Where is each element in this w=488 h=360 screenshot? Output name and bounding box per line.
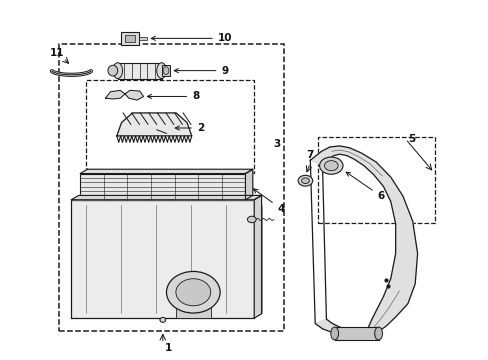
- Text: 9: 9: [174, 66, 228, 76]
- Text: 6: 6: [346, 172, 384, 201]
- Ellipse shape: [108, 65, 118, 76]
- Bar: [118, 63, 161, 78]
- Text: 11: 11: [49, 48, 64, 58]
- Polygon shape: [310, 146, 417, 338]
- Text: 5: 5: [407, 134, 414, 144]
- Text: 10: 10: [151, 33, 232, 43]
- Ellipse shape: [113, 63, 122, 78]
- Bar: [86, 80, 254, 173]
- Ellipse shape: [160, 318, 165, 322]
- Ellipse shape: [301, 178, 309, 184]
- Polygon shape: [125, 90, 143, 100]
- Ellipse shape: [374, 327, 382, 340]
- Bar: [121, 32, 139, 45]
- Bar: [317, 137, 434, 223]
- Bar: [139, 37, 147, 40]
- Ellipse shape: [298, 175, 312, 186]
- Ellipse shape: [166, 271, 220, 313]
- Polygon shape: [245, 169, 252, 200]
- Ellipse shape: [319, 157, 342, 174]
- Polygon shape: [254, 195, 261, 318]
- Text: 3: 3: [273, 139, 281, 149]
- Bar: [59, 44, 283, 330]
- Bar: [176, 289, 210, 318]
- Bar: [125, 35, 135, 42]
- Bar: [334, 327, 378, 340]
- Polygon shape: [80, 169, 252, 174]
- Ellipse shape: [324, 161, 337, 171]
- Ellipse shape: [330, 327, 338, 340]
- Ellipse shape: [247, 216, 256, 223]
- Bar: [71, 200, 254, 318]
- Bar: [80, 174, 245, 200]
- Text: 7: 7: [306, 150, 313, 160]
- Text: 8: 8: [147, 91, 199, 102]
- Text: 4: 4: [253, 189, 284, 214]
- Ellipse shape: [176, 279, 210, 306]
- Polygon shape: [71, 195, 261, 200]
- Bar: [161, 65, 170, 76]
- Text: 1: 1: [165, 343, 172, 353]
- Polygon shape: [105, 90, 125, 99]
- Polygon shape: [117, 113, 191, 136]
- Text: 2: 2: [175, 123, 204, 133]
- Ellipse shape: [157, 63, 166, 78]
- Ellipse shape: [163, 67, 168, 75]
